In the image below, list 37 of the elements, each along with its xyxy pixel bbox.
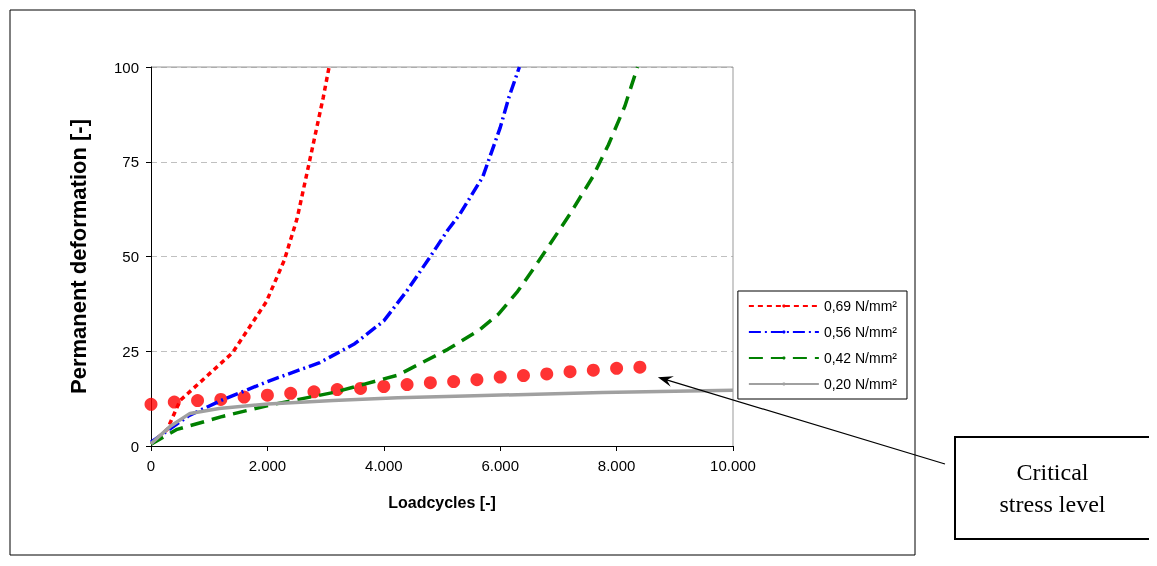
point [540,367,554,381]
point [144,397,158,411]
x-tick-label: 0 [146,457,156,474]
y-tick-label: 0 [130,437,139,455]
point [354,381,368,395]
point [237,390,251,404]
point [400,378,414,392]
y-tick-label: 25 [122,342,139,360]
legend-label: 0,20 N/mm² [823,376,898,392]
point [633,360,647,374]
x-tick-label: 6.000 [481,457,519,474]
x-tick-label: 4.000 [365,457,403,474]
x-tick-label: 2.000 [248,457,287,474]
y-axis-title: Permanent deformation [-] [65,118,91,395]
x-tick-label: 10.000 [710,457,756,474]
y-tick-label: 75 [122,153,139,171]
point [260,388,274,402]
point [377,380,391,393]
point [284,386,298,400]
point [307,385,321,399]
point [610,361,624,375]
point [586,363,600,377]
point [423,376,437,390]
legend-label: 0,56 N/mm² [823,324,898,340]
point [191,394,205,408]
y-tick-label: 100 [113,58,139,76]
point [516,369,530,382]
legend-label: 0,42 N/mm² [823,350,898,366]
point [470,373,484,387]
x-axis-title: Loadcycles [-] [388,493,496,511]
y-tick-label: 50 [122,248,139,265]
point [447,375,461,389]
x-tick-label: 8.000 [597,457,636,474]
text: Critical stress level [999,459,1106,517]
point [563,365,577,379]
legend-label: 0,69 N/mm² [823,298,898,314]
point [493,370,507,384]
